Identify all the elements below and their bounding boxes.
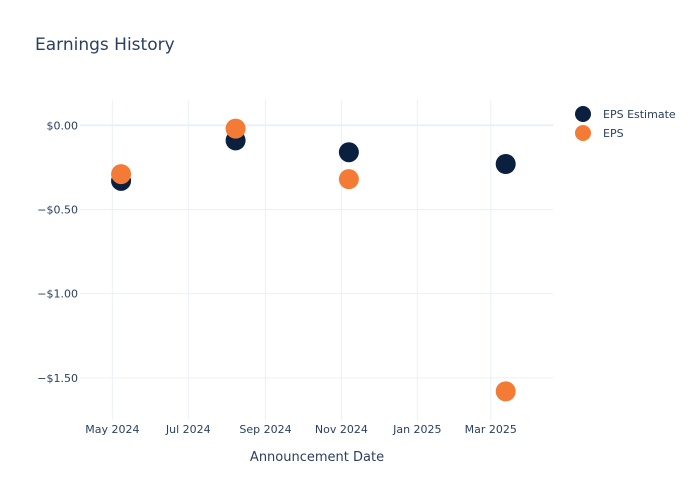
y-tick-label: $0.00	[47, 119, 79, 132]
x-tick-label: May 2024	[85, 423, 139, 436]
eps-point	[111, 164, 132, 185]
eps-point	[495, 381, 516, 402]
eps-point	[225, 118, 246, 139]
legend-item-eps[interactable]: EPS	[575, 125, 624, 141]
y-tick-label: −$1.50	[37, 372, 78, 385]
eps-estimate-point	[338, 142, 359, 163]
legend-item-eps-estimate[interactable]: EPS Estimate	[575, 106, 676, 122]
legend[interactable]: EPS Estimate EPS	[575, 106, 676, 141]
x-axis-ticks: May 2024 Jul 2024 Sep 2024 Nov 2024 Jan 2025…	[85, 423, 517, 436]
legend-label: EPS Estimate	[603, 108, 676, 121]
x-tick-label: Mar 2025	[465, 423, 517, 436]
eps-point	[338, 169, 359, 190]
y-tick-label: −$1.00	[37, 288, 78, 301]
chart-title: Earnings History	[35, 35, 175, 55]
eps-estimate-point	[495, 154, 516, 174]
x-tick-label: Nov 2024	[315, 423, 368, 436]
data-points	[111, 118, 516, 402]
x-tick-label: Jul 2024	[165, 423, 211, 436]
x-tick-label: Sep 2024	[239, 423, 291, 436]
grid-layer	[80, 100, 553, 420]
legend-marker	[575, 106, 591, 122]
legend-marker	[575, 125, 591, 141]
x-tick-label: Jan 2025	[392, 423, 441, 436]
y-axis-ticks: $0.00 −$0.50 −$1.00 −$1.50	[37, 119, 78, 385]
y-tick-label: −$0.50	[37, 203, 78, 216]
x-axis-title: Announcement Date	[250, 450, 384, 465]
legend-label: EPS	[603, 127, 624, 140]
